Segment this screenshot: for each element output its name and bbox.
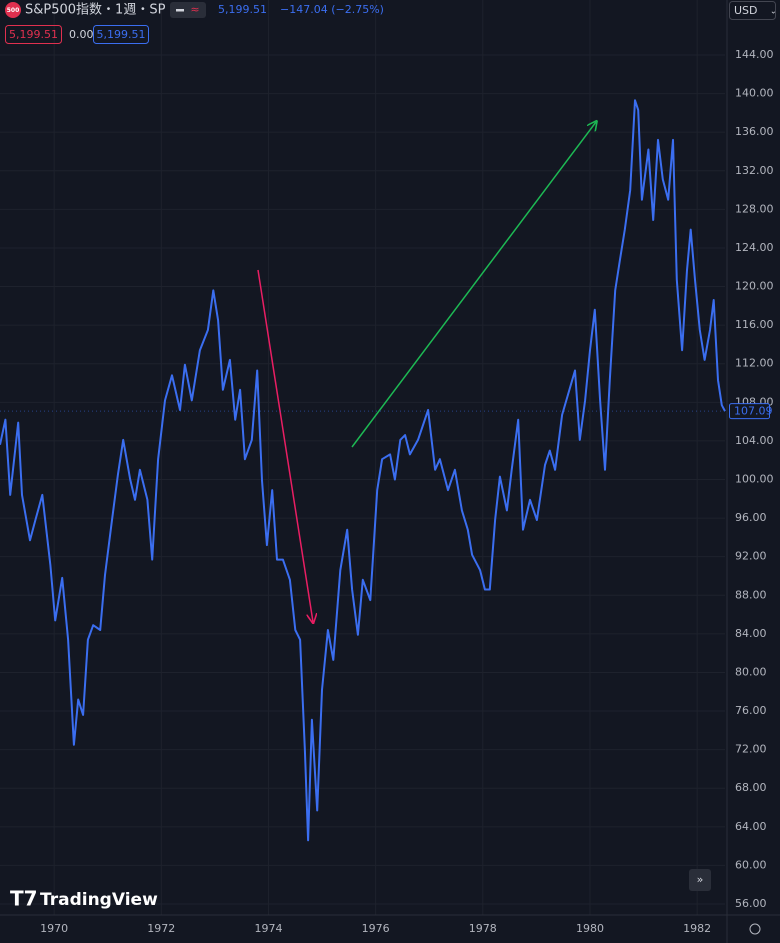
y-tick-label: 92.00 [735, 550, 767, 563]
settings-button[interactable] [749, 923, 761, 935]
last-price-label: 107.09 [734, 405, 773, 418]
x-tick-label: 1980 [576, 922, 604, 935]
y-tick-label: 88.00 [735, 588, 767, 601]
x-tick-label: 1976 [362, 922, 390, 935]
y-tick-label: 84.00 [735, 627, 767, 640]
last-price-tag [729, 403, 770, 420]
sell-price: 5,199.51 [9, 28, 58, 41]
y-tick-label: 140.00 [735, 87, 774, 100]
indicator-toggle[interactable] [170, 2, 206, 18]
scroll-button[interactable] [689, 869, 711, 891]
buy-price: 5,199.51 [97, 28, 146, 41]
y-tick-label: 104.00 [735, 434, 774, 447]
y-tick-label: 96.00 [735, 511, 767, 524]
icon: ≈ [190, 3, 199, 16]
icon [176, 9, 184, 12]
spread: 0.00 [69, 28, 94, 41]
y-tick-label: 100.00 [735, 472, 774, 485]
y-tick-label: 136.00 [735, 125, 774, 138]
y-tick-label: 68.00 [735, 781, 767, 794]
down-arrow [257, 269, 313, 622]
currency: USD [734, 4, 758, 17]
y-tick-label: 116.00 [735, 318, 774, 331]
y-tick-label: 112.00 [735, 357, 774, 370]
y-tick-label: 76.00 [735, 704, 767, 717]
sell-button[interactable] [5, 25, 62, 44]
x-tick-label: 1974 [254, 922, 282, 935]
icon: ⌄ [770, 7, 777, 16]
y-tick-label: 56.00 [735, 897, 767, 910]
symbol-title[interactable]: S&P500指数・1週・SP [25, 3, 166, 18]
y-tick-label: 132.00 [735, 164, 774, 177]
price: 5,199.51 [218, 3, 267, 16]
y-tick-label: 120.00 [735, 280, 774, 293]
x-tick-label: 1978 [469, 922, 497, 935]
price-line [0, 99, 726, 842]
x-tick-label: 1970 [40, 922, 68, 935]
y-tick-label: 64.00 [735, 820, 767, 833]
brand-logo: T7 [10, 887, 38, 911]
brand: TradingView [40, 890, 158, 910]
x-tick-label: 1982 [683, 922, 711, 935]
icon: » [697, 873, 704, 886]
buy-button[interactable] [93, 25, 149, 44]
y-tick-label: 144.00 [735, 48, 774, 61]
up-arrow [351, 122, 596, 448]
symbol-logo [5, 2, 21, 18]
y-tick-label: 72.00 [735, 743, 767, 756]
currency-button[interactable] [729, 1, 776, 20]
y-tick-label: 60.00 [735, 858, 767, 871]
y-tick-label: 80.00 [735, 665, 767, 678]
x-tick-label: 1972 [147, 922, 175, 935]
y-tick-label: 128.00 [735, 202, 774, 215]
price-change: −147.04 (−2.75%) [280, 3, 384, 16]
logo-text: 500 [7, 7, 20, 14]
y-tick-label: 124.00 [735, 241, 774, 254]
